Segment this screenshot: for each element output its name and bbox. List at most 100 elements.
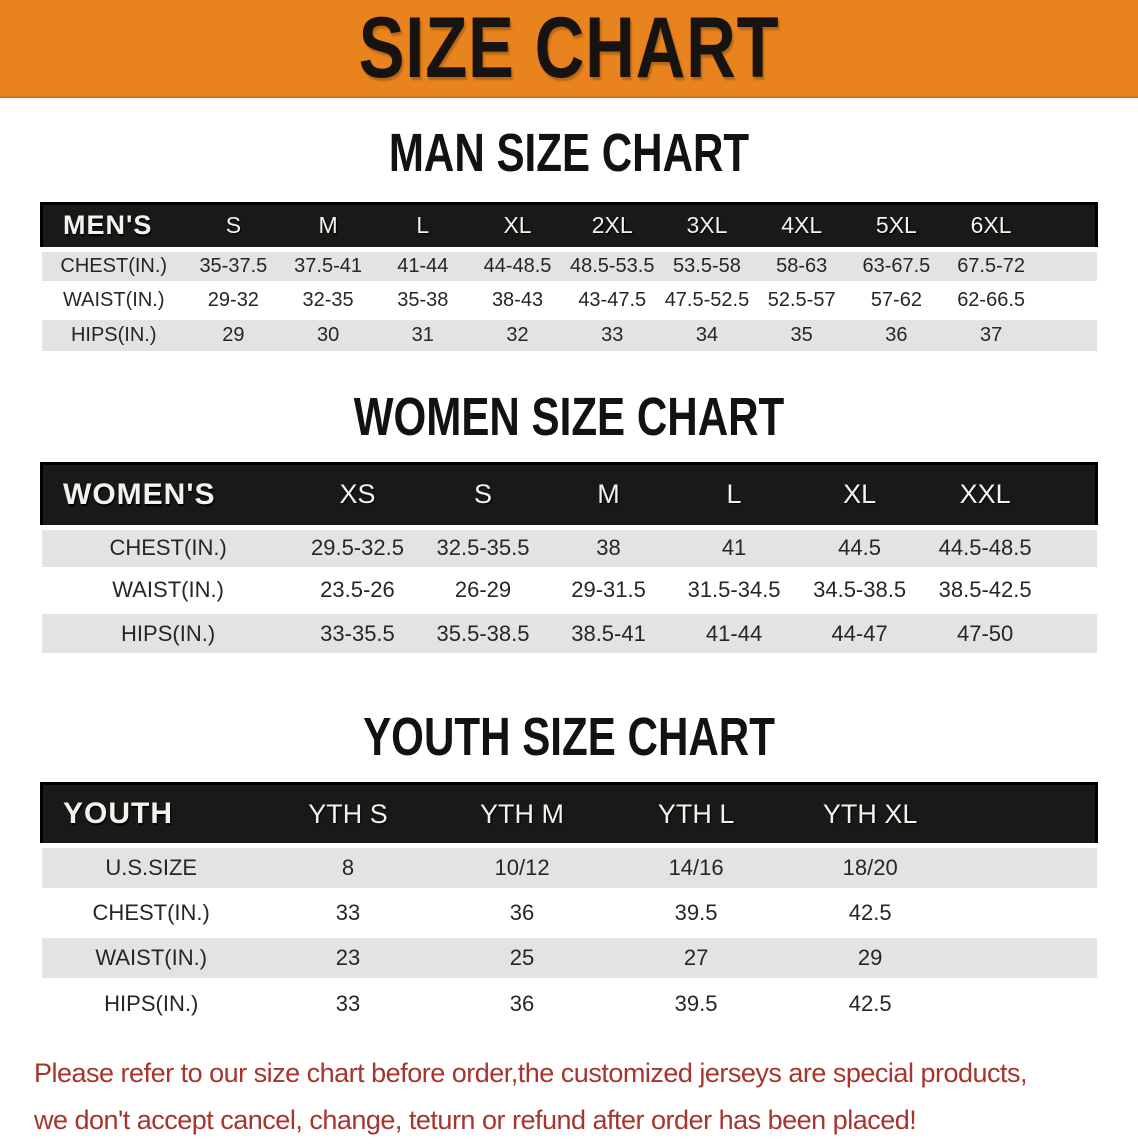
size-value-cell: 39.5: [609, 978, 784, 1026]
size-value-cell: 33: [260, 888, 435, 936]
size-column-header: YTH S: [260, 782, 435, 848]
size-value-cell: 32.5-35.5: [420, 524, 546, 570]
size-value-cell: 34.5-38.5: [796, 566, 923, 612]
row-label: WAIST(IN.): [41, 566, 295, 612]
men-table-header-row: MEN'S S M L XL 2XL 3XL 4XL 5XL 6XL: [40, 201, 1099, 251]
size-value-cell: 41: [671, 524, 797, 570]
size-value-cell: 32-35: [280, 280, 376, 318]
table-row: CHEST(IN.) 29.5-32.5 32.5-35.5 38 41 44.5 44.5…: [41, 524, 1097, 570]
size-column-header: S: [186, 201, 281, 251]
size-value-cell: 53.5-58: [659, 246, 755, 284]
row-label: CHEST(IN.): [41, 246, 186, 284]
spacer-cell: [957, 933, 1097, 981]
disclaimer-line-2: we don't accept cancel, change, teturn o…: [34, 1104, 917, 1135]
size-column-header: XL: [796, 461, 923, 529]
row-label: WAIST(IN.): [41, 280, 186, 318]
size-value-cell: 63-67.5: [849, 246, 944, 284]
size-column-header: XS: [294, 461, 421, 529]
size-value-cell: 23.5-26: [294, 566, 421, 612]
size-value-cell: 43-47.5: [564, 280, 660, 318]
table-corner-label: MEN'S: [40, 201, 186, 251]
size-value-cell: 47-50: [922, 608, 1048, 654]
size-column-header: 4XL: [754, 201, 850, 251]
youth-chart-heading: YOUTH SIZE CHART: [0, 709, 1138, 766]
size-value-cell: 42.5: [783, 978, 958, 1026]
youth-chart-heading-text: YOUTH SIZE CHART: [363, 707, 775, 768]
size-value-cell: 8: [260, 843, 435, 891]
men-chart-heading: MAN SIZE CHART: [0, 125, 1138, 182]
size-value-cell: 29-31.5: [545, 566, 672, 612]
size-value-cell: 35.5-38.5: [420, 608, 546, 654]
size-value-cell: 18/20: [783, 843, 958, 891]
size-value-cell: 29: [783, 933, 958, 981]
size-column-header: L: [375, 201, 471, 251]
size-value-cell: 42.5: [783, 888, 958, 936]
size-value-cell: 26-29: [420, 566, 546, 612]
table-row: HIPS(IN.) 33 36 39.5 42.5: [41, 978, 1097, 1026]
table-row: WAIST(IN.) 23 25 27 29: [41, 933, 1097, 981]
women-table-header-row: WOMEN'S XS S M L XL XXL: [39, 461, 1098, 529]
table-row: U.S.SIZE 8 10/12 14/16 18/20: [41, 843, 1097, 891]
size-value-cell: 33-35.5: [294, 608, 421, 654]
size-value-cell: 35-37.5: [186, 246, 281, 284]
size-column-header: YTH XL: [783, 782, 958, 848]
row-label: HIPS(IN.): [41, 978, 261, 1026]
size-value-cell: 29: [186, 314, 281, 352]
size-value-cell: 35-38: [375, 280, 471, 318]
size-value-cell: 33: [260, 978, 435, 1026]
size-value-cell: 47.5-52.5: [659, 280, 755, 318]
row-label: U.S.SIZE: [41, 843, 261, 891]
size-value-cell: 23: [260, 933, 435, 981]
spacer-cell: [1038, 246, 1097, 284]
size-chart-banner: SIZE CHART: [0, 0, 1138, 98]
row-label: WAIST(IN.): [41, 933, 261, 981]
table-row: WAIST(IN.) 23.5-26 26-29 29-31.5 31.5-34.5 34…: [41, 566, 1097, 612]
header-spacer-cell: [1047, 461, 1098, 529]
size-column-header: M: [545, 461, 672, 529]
men-size-table: MEN'S S M L XL 2XL 3XL 4XL 5XL 6XL CHEST(IN.) 35-3…: [40, 201, 1099, 352]
row-label: HIPS(IN.): [41, 314, 186, 352]
size-value-cell: 44.5: [796, 524, 923, 570]
size-column-header: M: [280, 201, 376, 251]
size-value-cell: 29.5-32.5: [294, 524, 421, 570]
spacer-cell: [957, 978, 1097, 1026]
size-value-cell: 38-43: [470, 280, 565, 318]
size-value-cell: 31: [375, 314, 471, 352]
size-value-cell: 38: [545, 524, 672, 570]
table-row: WAIST(IN.) 29-32 32-35 35-38 38-43 43-47.5 47.…: [41, 280, 1097, 318]
spacer-cell: [1047, 608, 1097, 654]
size-value-cell: 57-62: [849, 280, 944, 318]
table-row: CHEST(IN.) 33 36 39.5 42.5: [41, 888, 1097, 936]
disclaimer-text: Please refer to our size chart before or…: [34, 1050, 1138, 1144]
header-spacer-cell: [957, 782, 1099, 848]
row-label: CHEST(IN.): [41, 888, 261, 936]
size-value-cell: 38.5-42.5: [922, 566, 1048, 612]
size-value-cell: 38.5-41: [545, 608, 672, 654]
spacer-cell: [1047, 566, 1097, 612]
size-value-cell: 31.5-34.5: [671, 566, 797, 612]
size-value-cell: 41-44: [671, 608, 797, 654]
header-spacer-cell: [1038, 201, 1099, 251]
size-value-cell: 29-32: [186, 280, 281, 318]
women-size-table: WOMEN'S XS S M L XL XXL CHEST(IN.) 29.5-32.5 32.…: [39, 461, 1098, 654]
size-value-cell: 35: [754, 314, 850, 352]
size-value-cell: 36: [849, 314, 944, 352]
size-column-header: S: [420, 461, 546, 529]
size-value-cell: 27: [609, 933, 784, 981]
table-corner-label: WOMEN'S: [39, 461, 295, 529]
size-value-cell: 37.5-41: [280, 246, 376, 284]
youth-table-header-row: YOUTH YTH S YTH M YTH L YTH XL: [39, 782, 1099, 848]
size-value-cell: 36: [435, 888, 610, 936]
size-column-header: XL: [470, 201, 565, 251]
size-column-header: YTH M: [435, 782, 610, 848]
size-value-cell: 25: [435, 933, 610, 981]
size-value-cell: 52.5-57: [754, 280, 850, 318]
size-value-cell: 44-48.5: [470, 246, 565, 284]
size-value-cell: 33: [564, 314, 660, 352]
size-value-cell: 58-63: [754, 246, 850, 284]
size-value-cell: 44-47: [796, 608, 923, 654]
size-value-cell: 62-66.5: [943, 280, 1039, 318]
size-value-cell: 32: [470, 314, 565, 352]
spacer-cell: [1038, 314, 1097, 352]
size-column-header: 2XL: [564, 201, 660, 251]
